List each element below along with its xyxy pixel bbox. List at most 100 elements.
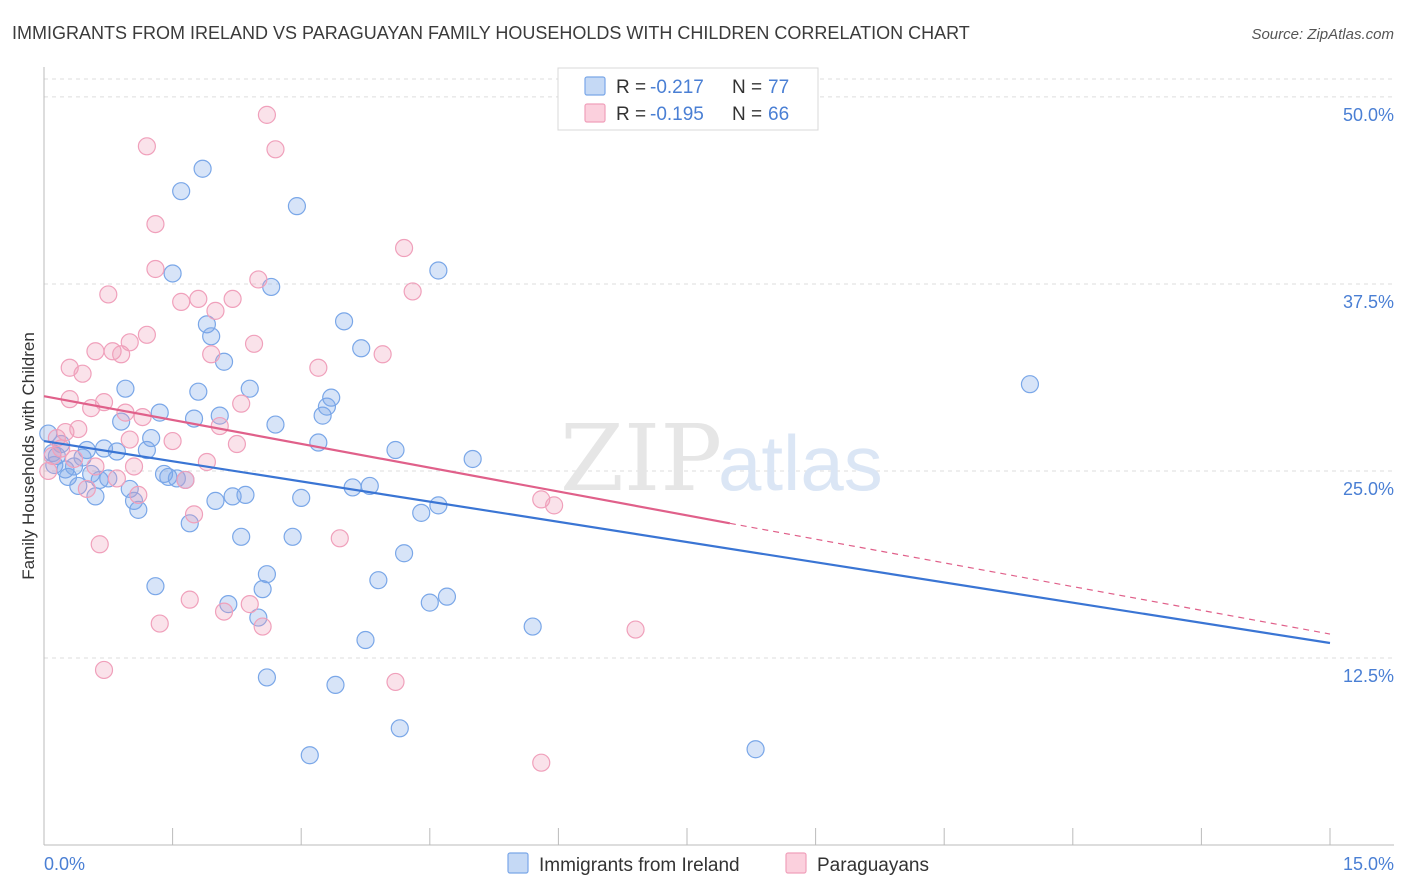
watermark-zip: ZIP xyxy=(560,405,722,512)
legend-swatch-ireland xyxy=(584,76,606,96)
data-point xyxy=(202,327,221,346)
data-point xyxy=(429,261,448,280)
data-point xyxy=(172,292,191,311)
data-point xyxy=(176,470,195,490)
data-point xyxy=(90,535,109,554)
data-point xyxy=(137,325,156,344)
series-paraguayans-points xyxy=(39,105,645,772)
data-point xyxy=(116,379,135,398)
y-tick-labels: 50.0% 37.5% 25.0% 12.5% xyxy=(1343,105,1394,686)
series-legend: Immigrants from Ireland Paraguayans xyxy=(507,852,929,876)
series-legend-label-paraguayans: Paraguayans xyxy=(817,855,929,876)
data-point xyxy=(86,342,105,361)
data-point xyxy=(266,415,285,434)
data-point xyxy=(429,496,448,515)
legend-n-value-paraguayans: 66 xyxy=(768,104,789,125)
data-point xyxy=(69,419,88,439)
data-point xyxy=(120,333,139,352)
data-point xyxy=(1020,375,1040,394)
data-point xyxy=(58,467,78,487)
trend-line xyxy=(43,439,1331,645)
data-point xyxy=(545,496,564,515)
data-point xyxy=(253,580,272,599)
data-point xyxy=(197,315,216,334)
data-point xyxy=(146,214,165,234)
data-point xyxy=(266,140,285,159)
data-point xyxy=(163,264,182,283)
series-legend-swatch-paraguayans xyxy=(785,852,807,874)
data-point xyxy=(120,430,139,449)
data-point xyxy=(236,485,255,504)
data-point xyxy=(420,593,439,612)
data-point xyxy=(39,461,58,481)
data-point xyxy=(232,394,251,413)
legend-n-value-ireland: 77 xyxy=(768,77,789,98)
chart-title: IMMIGRANTS FROM IRELAND VS PARAGUAYAN FA… xyxy=(12,23,970,43)
trend-line-dashed xyxy=(729,522,1331,635)
data-point xyxy=(257,668,277,687)
data-point xyxy=(146,259,165,279)
y-tick-label: 37.5% xyxy=(1343,292,1394,312)
data-point xyxy=(129,485,148,504)
data-point xyxy=(232,527,251,546)
data-point xyxy=(64,449,84,469)
data-point xyxy=(626,620,645,639)
data-point xyxy=(124,457,144,476)
data-point xyxy=(369,571,388,590)
data-point xyxy=(360,476,379,496)
legend-n-label-paraguayans: N = xyxy=(732,104,762,125)
data-point xyxy=(240,379,259,398)
legend-r-label-paraguayans: R = xyxy=(616,104,646,125)
data-point xyxy=(322,388,341,407)
data-point xyxy=(249,608,268,627)
data-point xyxy=(352,339,371,358)
data-point xyxy=(137,440,156,460)
data-point xyxy=(202,345,221,364)
data-point xyxy=(206,491,225,510)
data-point xyxy=(107,469,126,488)
stats-legend: R = -0.217 N = 77 R = -0.195 N = 66 xyxy=(557,67,819,131)
data-point xyxy=(300,746,319,765)
data-point xyxy=(180,590,199,609)
data-point xyxy=(394,544,414,563)
y-axis-label: Family Households with Children xyxy=(19,332,38,580)
series-ireland-points xyxy=(39,159,1040,765)
data-point xyxy=(94,660,114,680)
data-point xyxy=(77,479,96,499)
data-point xyxy=(532,753,551,772)
data-point xyxy=(317,397,337,416)
data-point xyxy=(172,182,191,201)
data-point xyxy=(210,416,229,436)
data-point xyxy=(386,440,405,460)
data-point xyxy=(189,382,208,401)
data-point xyxy=(137,137,156,156)
legend-n-label-ireland: N = xyxy=(732,77,762,98)
data-point xyxy=(394,238,414,258)
data-point xyxy=(227,434,246,454)
data-point xyxy=(373,345,392,364)
data-point xyxy=(223,289,242,309)
data-point xyxy=(403,282,422,301)
data-point xyxy=(309,358,328,377)
trend-line xyxy=(43,395,731,525)
data-point xyxy=(206,301,225,320)
series-legend-label-ireland: Immigrants from Ireland xyxy=(539,855,740,876)
data-point xyxy=(210,406,229,425)
data-point xyxy=(184,505,204,524)
data-point xyxy=(257,565,277,584)
data-point xyxy=(326,675,345,695)
watermark-atlas: atlas xyxy=(718,419,883,507)
data-point xyxy=(412,503,431,522)
data-point xyxy=(386,672,405,692)
data-point xyxy=(163,431,182,451)
x-tick-label-0: 0.0% xyxy=(44,854,85,874)
y-tick-label: 12.5% xyxy=(1343,666,1394,686)
data-point xyxy=(249,270,268,289)
chart-source: Source: ZipAtlas.com xyxy=(1251,26,1394,43)
data-point xyxy=(356,630,375,650)
data-point xyxy=(292,488,311,507)
data-point xyxy=(746,740,765,759)
data-point xyxy=(214,602,234,621)
data-point xyxy=(287,197,307,216)
